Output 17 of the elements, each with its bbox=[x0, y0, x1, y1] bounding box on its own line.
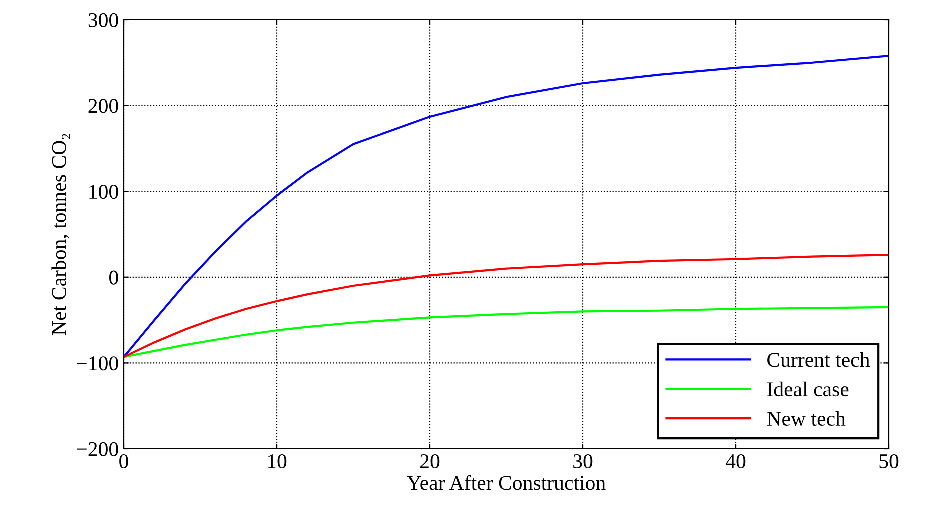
y-axis-title: Net Carbon, tonnes CO₂ bbox=[52, 134, 70, 336]
y-tick-label: 0 bbox=[110, 270, 118, 285]
y-tick-label: 100 bbox=[90, 184, 118, 200]
y-tick-label: −200 bbox=[77, 442, 118, 456]
y-tick-label: −100 bbox=[77, 356, 118, 371]
x-tick-label: 0 bbox=[120, 454, 128, 469]
legend-label: Current tech bbox=[768, 352, 870, 368]
x-axis-title: Year After Construction bbox=[407, 475, 606, 490]
x-tick-label: 40 bbox=[726, 454, 746, 469]
y-tick-label: 300 bbox=[88, 13, 118, 28]
x-tick-label: 20 bbox=[420, 454, 440, 469]
legend-label: New tech bbox=[767, 411, 846, 426]
x-tick-label: 50 bbox=[880, 454, 899, 469]
legend-label: Ideal case bbox=[767, 382, 849, 397]
y-tick-label: 200 bbox=[88, 99, 118, 114]
x-tick-label: 30 bbox=[574, 454, 593, 469]
x-tick-label: 10 bbox=[268, 454, 287, 469]
